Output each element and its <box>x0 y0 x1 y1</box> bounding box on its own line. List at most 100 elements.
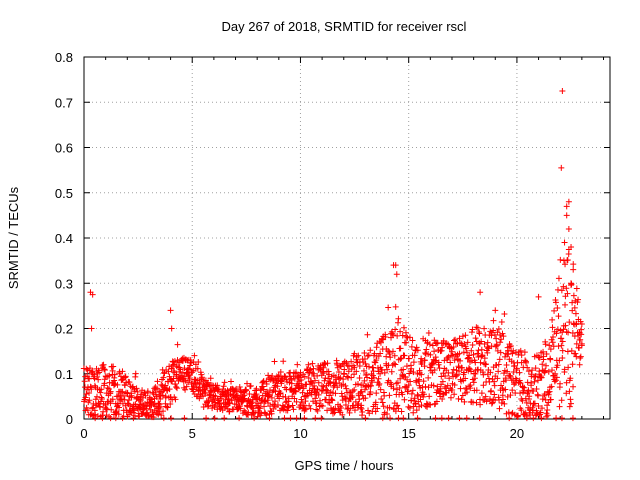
data-point <box>539 361 546 368</box>
data-point <box>320 369 327 376</box>
data-point <box>104 384 111 391</box>
data-point <box>268 394 275 401</box>
data-point <box>119 368 126 375</box>
data-point <box>383 353 390 360</box>
data-point <box>402 384 409 391</box>
data-point <box>334 384 341 391</box>
data-point <box>463 345 470 352</box>
data-point <box>439 378 446 385</box>
data-point <box>287 415 294 422</box>
data-point <box>236 415 243 422</box>
data-point <box>157 403 164 410</box>
data-point <box>568 244 575 251</box>
x-axis-label: GPS time / hours <box>295 458 394 473</box>
data-point <box>567 400 574 407</box>
data-point <box>389 362 396 369</box>
data-point <box>205 402 212 409</box>
data-point <box>495 325 502 332</box>
data-point <box>355 352 362 359</box>
data-point <box>405 403 412 410</box>
data-point <box>491 391 498 398</box>
data-point <box>563 379 570 386</box>
data-point <box>570 261 577 268</box>
data-point <box>152 391 159 398</box>
data-point <box>280 358 287 365</box>
data-point <box>351 350 358 357</box>
data-point <box>98 386 105 393</box>
data-point <box>289 402 296 409</box>
data-point <box>259 383 266 390</box>
data-point <box>388 368 395 375</box>
data-point <box>531 378 538 385</box>
data-point <box>319 402 326 409</box>
data-point <box>337 374 344 381</box>
data-point <box>91 382 98 389</box>
data-point <box>300 402 307 409</box>
data-point <box>420 391 427 398</box>
y-tick-label: 0.3 <box>55 276 73 291</box>
y-tick-label: 0.4 <box>55 231 73 246</box>
data-point <box>341 370 348 377</box>
data-point <box>468 329 475 336</box>
data-point <box>561 239 568 246</box>
data-point <box>387 354 394 361</box>
data-point <box>524 364 531 371</box>
data-point <box>321 377 328 384</box>
data-point <box>431 348 438 355</box>
data-point <box>285 398 292 405</box>
data-point <box>247 382 254 389</box>
data-point <box>338 405 345 412</box>
data-point <box>472 359 479 366</box>
data-point <box>575 296 582 303</box>
data-point <box>538 374 545 381</box>
data-point <box>461 341 468 348</box>
data-point <box>115 411 122 418</box>
data-point <box>138 391 145 398</box>
data-point <box>559 338 566 345</box>
data-point <box>423 346 430 353</box>
data-point <box>569 415 576 422</box>
data-point <box>400 324 407 331</box>
data-point <box>521 384 528 391</box>
data-point <box>431 337 438 344</box>
data-point <box>477 359 484 366</box>
x-tick-label: 5 <box>189 426 196 441</box>
chart-title: Day 267 of 2018, SRMTID for receiver rsc… <box>222 19 467 34</box>
data-point <box>577 336 584 343</box>
data-point <box>386 392 393 399</box>
data-point <box>299 389 306 396</box>
data-point <box>504 368 511 375</box>
data-point <box>204 403 211 410</box>
data-point <box>403 333 410 340</box>
x-tick-label: 20 <box>510 426 524 441</box>
data-point <box>397 345 404 352</box>
data-point <box>253 391 260 398</box>
data-point <box>378 395 385 402</box>
data-point <box>453 371 460 378</box>
data-point <box>344 373 351 380</box>
data-point <box>290 406 297 413</box>
data-point <box>499 392 506 399</box>
data-point <box>349 394 356 401</box>
data-point <box>497 349 504 356</box>
data-point <box>554 362 561 369</box>
data-point <box>569 361 576 368</box>
data-point <box>108 406 115 413</box>
data-point <box>464 339 471 346</box>
data-point <box>498 400 505 407</box>
data-point <box>315 379 322 386</box>
data-point <box>558 335 565 342</box>
data-point <box>162 393 169 400</box>
data-point <box>362 395 369 402</box>
data-point <box>559 87 566 94</box>
data-point <box>379 399 386 406</box>
data-point <box>373 344 380 351</box>
data-point <box>547 396 554 403</box>
data-point <box>131 407 138 414</box>
data-point <box>399 332 406 339</box>
data-point <box>462 332 469 339</box>
data-point <box>274 383 281 390</box>
data-point <box>272 398 279 405</box>
data-point <box>269 373 276 380</box>
